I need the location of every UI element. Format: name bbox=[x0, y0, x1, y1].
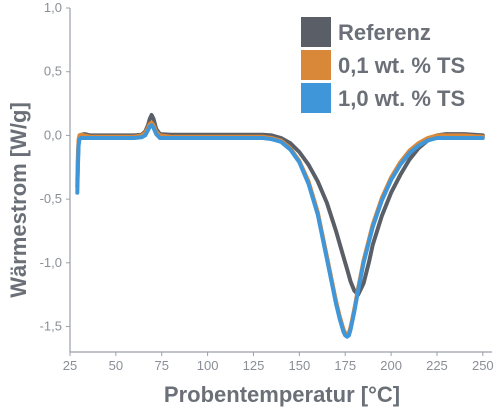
legend-swatch-0-1-wt-ts bbox=[301, 50, 331, 80]
x-tick-label: 75 bbox=[155, 358, 169, 373]
x-tick-label: 100 bbox=[197, 358, 219, 373]
series-line-2 bbox=[75, 123, 485, 339]
x-tick-labels: 25 50 75 100 125 150 175 200 225 250 bbox=[63, 352, 494, 373]
x-axis-title: Probentemperatur [°C] bbox=[164, 382, 400, 407]
y-tick-label: -0,5 bbox=[40, 191, 62, 206]
x-tick-label: 225 bbox=[426, 358, 448, 373]
legend-label-0-1-wt-ts: 0,1 wt. % TS bbox=[338, 53, 465, 78]
series-line-1 bbox=[75, 120, 485, 337]
legend-swatch-1-0-wt-ts bbox=[301, 83, 331, 113]
legend-label-referenz: Referenz bbox=[338, 20, 431, 45]
y-tick-labels: 1,0 0,5 0,0 -0,5 -1,0 -1,5 bbox=[40, 0, 70, 334]
legend: Referenz 0,1 wt. % TS 1,0 wt. % TS bbox=[301, 17, 465, 113]
x-tick-label: 175 bbox=[334, 358, 356, 373]
x-tick-label: 50 bbox=[109, 358, 123, 373]
legend-label-1-0-wt-ts: 1,0 wt. % TS bbox=[338, 86, 465, 111]
x-tick-label: 125 bbox=[243, 358, 265, 373]
y-axis-title: Wärmestrom [W/g] bbox=[6, 102, 31, 298]
legend-swatch-referenz bbox=[301, 17, 331, 47]
y-tick-label: -1,0 bbox=[40, 255, 62, 270]
y-tick-label: -1,5 bbox=[40, 319, 62, 334]
x-tick-label: 200 bbox=[380, 358, 402, 373]
y-tick-label: 0,5 bbox=[44, 64, 62, 79]
series-lines bbox=[75, 113, 485, 339]
axes bbox=[69, 8, 492, 353]
x-tick-label: 25 bbox=[63, 358, 77, 373]
y-tick-label: 0,0 bbox=[44, 127, 62, 142]
x-tick-label: 250 bbox=[472, 358, 494, 373]
y-tick-label: 1,0 bbox=[44, 0, 62, 15]
x-tick-label: 150 bbox=[288, 358, 310, 373]
